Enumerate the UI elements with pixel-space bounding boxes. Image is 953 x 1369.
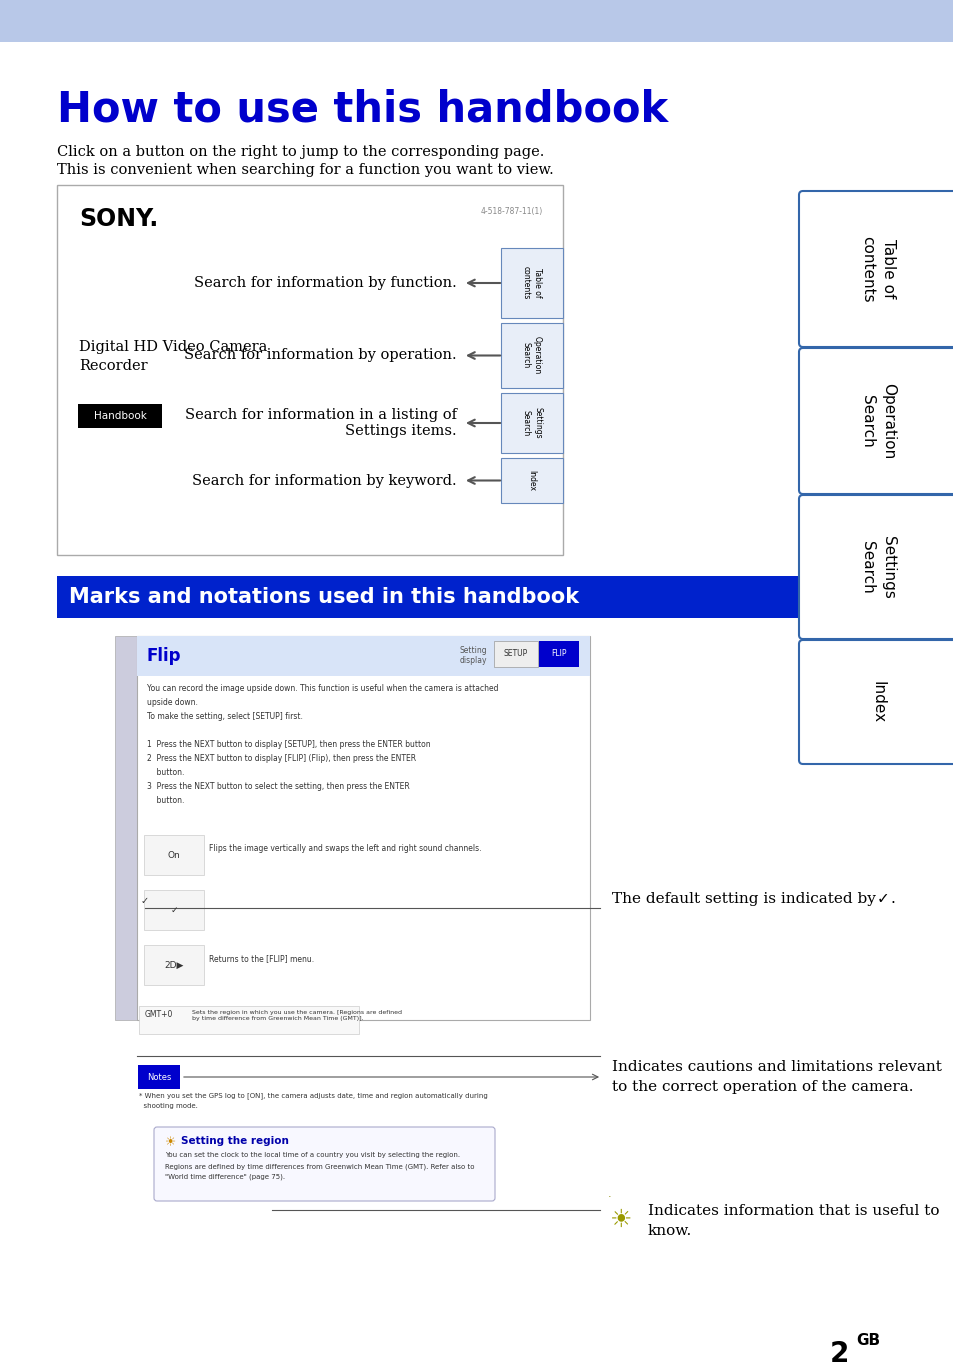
FancyBboxPatch shape [799,192,953,346]
Text: GB: GB [855,1333,880,1348]
FancyBboxPatch shape [144,890,204,930]
Text: button.: button. [147,768,184,778]
FancyBboxPatch shape [799,639,953,764]
FancyBboxPatch shape [500,459,562,502]
Text: You can set the clock to the local time of a country you visit by selecting the : You can set the clock to the local time … [165,1151,459,1158]
Text: Flips the image vertically and swaps the left and right sound channels.: Flips the image vertically and swaps the… [209,845,481,853]
Text: Setting the region: Setting the region [181,1136,289,1146]
Text: ☀: ☀ [609,1207,632,1232]
Text: Index: Index [527,470,536,491]
Text: To make the setting, select [SETUP] first.: To make the setting, select [SETUP] firs… [147,712,302,721]
FancyBboxPatch shape [0,0,953,42]
Text: Indicates cautions and limitations relevant: Indicates cautions and limitations relev… [612,1060,941,1075]
Text: shooting mode.: shooting mode. [139,1103,197,1109]
Text: "World time difference" (page 75).: "World time difference" (page 75). [165,1175,285,1180]
Text: Table of
contents: Table of contents [860,235,896,303]
Text: 2: 2 [829,1340,848,1368]
Text: 2  Press the NEXT button to display [FLIP] (Flip), then press the ENTER: 2 Press the NEXT button to display [FLIP… [147,754,416,763]
Text: 3  Press the NEXT button to select the setting, then press the ENTER: 3 Press the NEXT button to select the se… [147,782,410,791]
Text: Settings
Search: Settings Search [860,535,896,598]
Text: SONY.: SONY. [79,207,158,231]
Text: Setting
display: Setting display [459,646,487,665]
Text: know.: know. [647,1224,692,1238]
FancyBboxPatch shape [137,637,589,676]
FancyBboxPatch shape [78,404,162,428]
Text: .: . [889,891,894,906]
FancyBboxPatch shape [144,945,204,986]
FancyBboxPatch shape [137,637,589,1020]
Text: ✓: ✓ [876,891,889,906]
Text: Operation
Search: Operation Search [521,337,541,375]
Text: The default setting is indicated by: The default setting is indicated by [612,893,875,906]
Text: upside down.: upside down. [147,698,197,706]
Text: Search for information in a listing of
Settings items.: Search for information in a listing of S… [185,408,456,438]
FancyBboxPatch shape [144,835,204,875]
Text: Notes: Notes [147,1072,171,1082]
Text: SETUP: SETUP [503,649,528,658]
Text: to the correct operation of the camera.: to the correct operation of the camera. [612,1080,913,1094]
Text: .: . [607,1190,611,1199]
Text: Click on a button on the right to jump to the corresponding page.: Click on a button on the right to jump t… [57,145,544,159]
Text: Handbook: Handbook [93,411,146,422]
Text: Sets the region in which you use the camera. [Regions are defined
by time differ: Sets the region in which you use the cam… [192,1010,401,1021]
FancyBboxPatch shape [799,348,953,494]
FancyBboxPatch shape [57,185,562,554]
Text: Settings
Search: Settings Search [521,407,541,439]
Text: Search for information by keyword.: Search for information by keyword. [193,474,456,487]
FancyBboxPatch shape [500,323,562,387]
Text: Index: Index [870,680,885,723]
FancyBboxPatch shape [799,496,953,639]
Text: ✓: ✓ [170,905,177,914]
FancyBboxPatch shape [538,641,578,667]
FancyBboxPatch shape [115,637,137,1020]
Text: Marks and notations used in this handbook: Marks and notations used in this handboo… [69,587,578,606]
Text: button.: button. [147,795,184,805]
Text: 4-518-787-11(1): 4-518-787-11(1) [480,207,542,216]
Text: GMT+0: GMT+0 [145,1010,173,1019]
Text: ☀: ☀ [165,1136,176,1149]
Text: 2D▶: 2D▶ [164,961,184,969]
Text: Indicates information that is useful to: Indicates information that is useful to [647,1203,939,1218]
FancyBboxPatch shape [139,1006,358,1034]
Text: Returns to the [FLIP] menu.: Returns to the [FLIP] menu. [209,954,314,962]
Text: This is convenient when searching for a function you want to view.: This is convenient when searching for a … [57,163,553,177]
FancyBboxPatch shape [500,393,562,453]
Text: FLIP: FLIP [551,649,566,658]
FancyBboxPatch shape [494,641,537,667]
Text: Search for information by function.: Search for information by function. [194,277,456,290]
Text: Digital HD Video Camera
Recorder: Digital HD Video Camera Recorder [79,340,267,374]
FancyBboxPatch shape [138,1065,180,1088]
Text: You can record the image upside down. This function is useful when the camera is: You can record the image upside down. Th… [147,684,498,693]
Text: Operation
Search: Operation Search [860,383,896,459]
Text: ✓: ✓ [141,895,149,906]
Text: Search for information by operation.: Search for information by operation. [184,349,456,363]
Text: 1  Press the NEXT button to display [SETUP], then press the ENTER button: 1 Press the NEXT button to display [SETU… [147,741,430,749]
Text: Flip: Flip [147,648,181,665]
Text: * When you set the GPS log to [ON], the camera adjusts date, time and region aut: * When you set the GPS log to [ON], the … [139,1092,487,1099]
FancyBboxPatch shape [153,1127,495,1201]
Text: Table of
contents: Table of contents [521,267,541,300]
FancyBboxPatch shape [500,248,562,318]
FancyBboxPatch shape [57,576,802,617]
Text: Regions are defined by time differences from Greenwich Mean Time (GMT). Refer al: Regions are defined by time differences … [165,1164,474,1169]
Text: On: On [168,850,180,860]
Text: How to use this handbook: How to use this handbook [57,88,667,130]
